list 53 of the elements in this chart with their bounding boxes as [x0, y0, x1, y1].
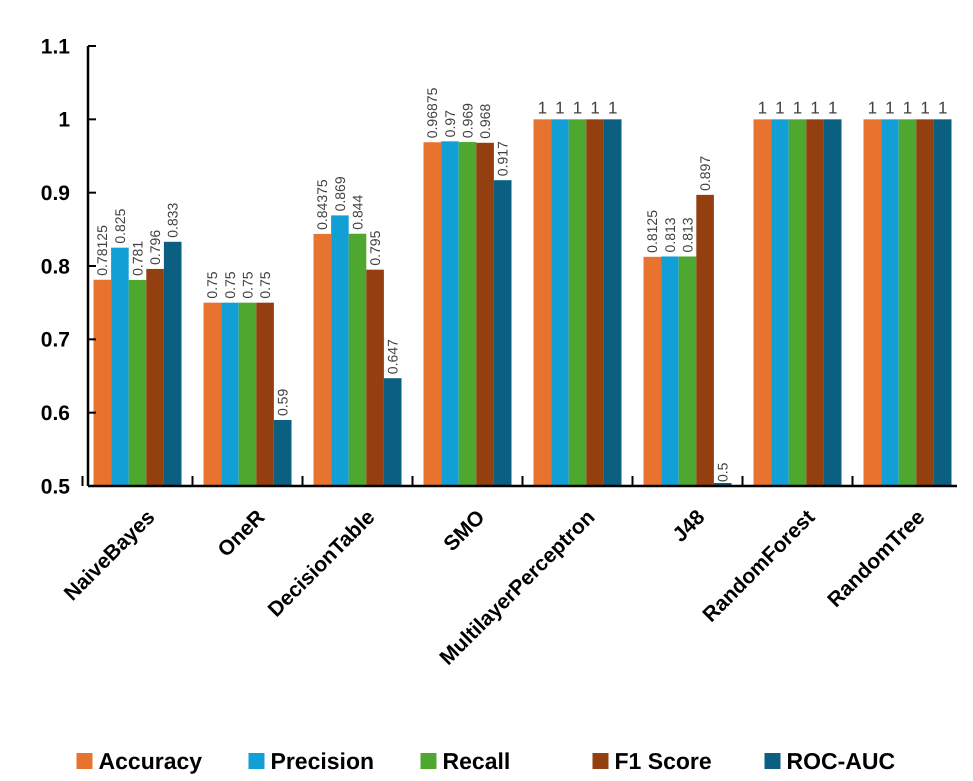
data-label: 0.84375 — [314, 179, 330, 230]
data-label: 1 — [758, 98, 768, 118]
data-label: 0.647 — [384, 338, 401, 374]
data-label: 1 — [555, 98, 565, 118]
data-label: 1 — [885, 98, 895, 118]
y-tick-label: 1 — [58, 108, 70, 132]
data-label: 0.969 — [459, 102, 476, 138]
y-tick-label: 0.5 — [40, 475, 70, 498]
legend-label: Accuracy — [98, 748, 202, 774]
y-tick-label: 1.1 — [40, 35, 70, 58]
legend-label: Recall — [442, 748, 510, 774]
x-tick-label: J48 — [668, 505, 710, 547]
data-label: 0.825 — [112, 208, 128, 244]
legend-label: ROC-AUC — [786, 748, 896, 774]
data-label: 1 — [590, 98, 600, 118]
data-label: 0.75 — [222, 271, 238, 299]
data-label: 0.813 — [679, 217, 696, 252]
data-label: 0.844 — [349, 194, 366, 230]
data-label: 0.5 — [714, 462, 731, 482]
data-label: 0.78125 — [94, 224, 110, 276]
y-tick-label: 0.6 — [40, 402, 70, 426]
data-label: 0.781 — [129, 240, 146, 276]
data-label: 1 — [792, 98, 802, 118]
data-label: 1 — [868, 98, 878, 118]
data-label: 1 — [538, 98, 548, 118]
data-label: 1 — [775, 98, 785, 118]
data-label: 0.8125 — [644, 210, 660, 253]
data-label: 0.917 — [494, 140, 511, 176]
legend-label: Precision — [270, 748, 374, 774]
data-label: 1 — [572, 98, 582, 118]
y-tick-label: 0.9 — [40, 182, 70, 206]
data-label: 0.59 — [274, 388, 291, 416]
data-label: 0.75 — [257, 271, 273, 299]
y-tick-label: 0.8 — [40, 255, 70, 278]
y-tick-label: 0.7 — [40, 328, 70, 352]
data-label: 1 — [828, 98, 838, 118]
data-label: 0.97 — [442, 110, 458, 138]
data-label: 0.833 — [164, 202, 181, 238]
data-label: 1 — [608, 98, 618, 118]
data-label: 1 — [810, 98, 820, 118]
data-label: 0.795 — [367, 230, 383, 266]
data-label: 1 — [938, 98, 948, 118]
data-label: 0.968 — [477, 104, 493, 139]
data-label: 0.796 — [147, 230, 163, 265]
data-label: 0.869 — [332, 176, 348, 212]
data-label: 0.897 — [697, 156, 713, 191]
legend-label: F1 Score — [614, 748, 712, 774]
data-label: 1 — [920, 98, 930, 118]
data-label: 1 — [902, 98, 912, 118]
data-label: 0.813 — [662, 217, 678, 252]
data-label: 0.75 — [204, 271, 220, 299]
data-label: 0.75 — [239, 271, 256, 299]
data-label: 0.96875 — [424, 87, 440, 138]
